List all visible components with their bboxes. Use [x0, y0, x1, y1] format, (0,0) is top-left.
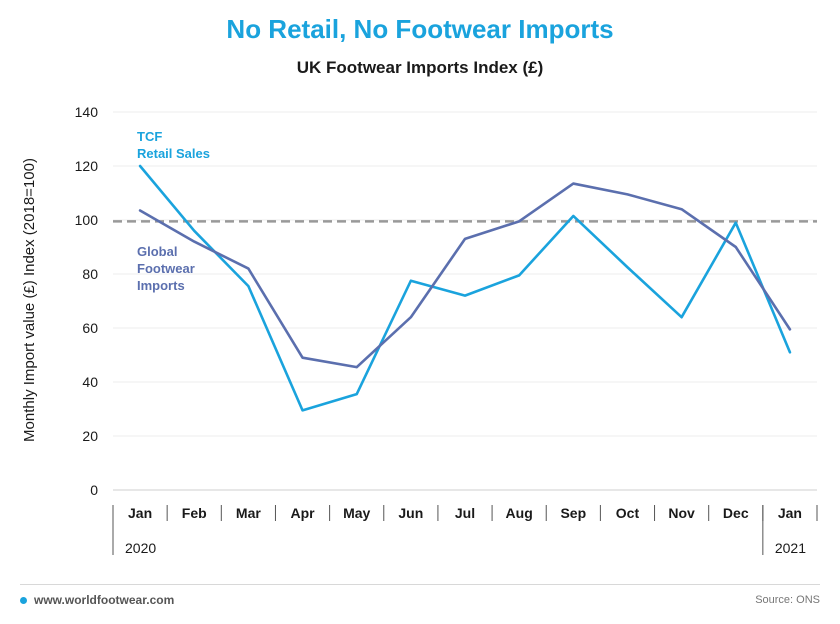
y-axis: 0 20 40 60 80 100 120 140 [75, 104, 99, 498]
x-tick-label: Jan [778, 505, 802, 521]
y-axis-label: Monthly Import value (£) Index (2018=100… [21, 158, 38, 442]
y-tick-label: 80 [82, 266, 98, 282]
y-tick-label: 120 [75, 158, 99, 174]
x-tick-label: Mar [236, 505, 261, 521]
series-group [138, 164, 792, 412]
y-tick-label: 40 [82, 374, 98, 390]
x-tick-label: Nov [668, 505, 695, 521]
chart-title: No Retail, No Footwear Imports [226, 14, 614, 44]
year-label: 2020 [125, 540, 156, 556]
series-label-0: TCF Retail Sales [137, 129, 210, 161]
x-tick-label: Apr [290, 505, 315, 521]
x-tick-label: Sep [560, 505, 586, 521]
x-tick-label: Jan [128, 505, 152, 521]
y-tick-label: 20 [82, 428, 98, 444]
x-tick-label: Jun [398, 505, 423, 521]
series-line-0 [138, 164, 792, 412]
series-label-1: Global Footwear Imports [137, 244, 195, 293]
footer-divider [20, 584, 820, 585]
x-tick-label: Jul [455, 505, 475, 521]
footer-source: Source: ONS [755, 594, 820, 606]
x-tick-label: Oct [616, 505, 640, 521]
y-tick-label: 100 [75, 212, 99, 228]
series-labels: TCF Retail Sales Global Footwear Imports [137, 129, 210, 293]
gridlines [113, 111, 817, 491]
y-tick-label: 0 [90, 482, 98, 498]
x-tick-label: Feb [182, 505, 207, 521]
chart-subtitle: UK Footwear Imports Index (£) [296, 58, 544, 77]
bullet-icon [20, 597, 27, 604]
footer-website: www.worldfootwear.com [34, 593, 175, 607]
x-tick-label: May [343, 505, 370, 521]
year-label: 2021 [775, 540, 806, 556]
y-tick-label: 140 [75, 104, 99, 120]
x-axis: Jan Feb Mar Apr May Jun Jul Aug Sep Oct Nov Dec Jan 2… [112, 505, 818, 556]
x-tick-label: Dec [723, 505, 749, 521]
series-line-1 [138, 182, 792, 369]
y-tick-label: 60 [82, 320, 98, 336]
x-tick-label: Aug [506, 505, 533, 521]
